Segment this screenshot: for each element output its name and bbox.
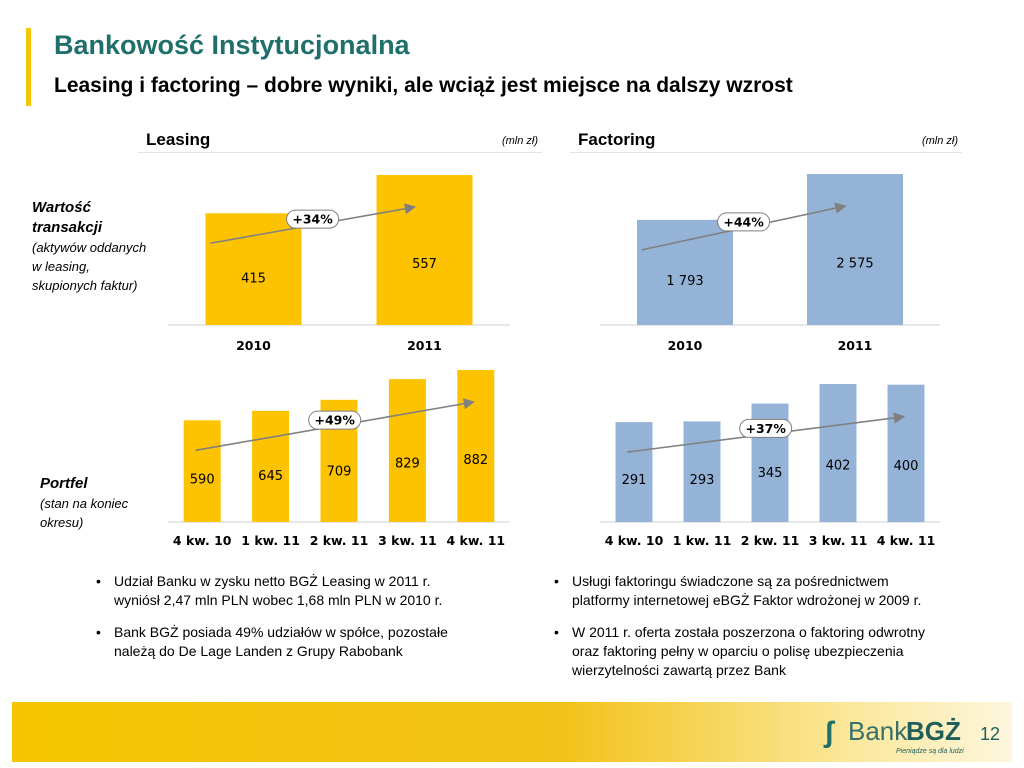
leasing-bullet-list: Udział Banku w zysku netto BGŻ Leasing w… (92, 572, 532, 674)
factoring-bullet-1: Usługi faktoringu świadczone są za pośre… (550, 572, 1020, 610)
transactions-note-line1: (aktywów oddanych (32, 240, 147, 255)
leasing-portfolio-category-label-1: 4 kw. 10 (173, 533, 232, 548)
factoring-bullet-2-line1: W 2011 r. oferta została poszerzona o fa… (572, 624, 926, 640)
leasing-bullet-1-line2: wyniósł 2,47 mln PLN wobec 1,68 mln PLN … (114, 592, 443, 608)
factoring-bullet-1-line2: platformy internetowej eBGŻ Faktor wdroż… (572, 592, 922, 608)
factoring-portfolio-category-label-3: 2 kw. 11 (741, 533, 800, 548)
page-title: Bankowość Instytucjonalna (54, 30, 410, 60)
factoring-transactions-category-label-1: 2010 (668, 338, 703, 353)
bank-bgz-logo: ʃ Bank BGŻ Pieniądze są dla ludzi (824, 714, 974, 758)
leasing-transactions-bar-1 (205, 213, 302, 325)
leasing-section-title: Leasing (146, 130, 211, 149)
factoring-bullet-2-line3: wierzytelności zawartą przez Bank (572, 662, 786, 678)
leasing-portfolio-growth-badge (308, 410, 362, 430)
leasing-transactions-bar-2 (376, 175, 473, 325)
logo-bgz-text: BGŻ (906, 716, 961, 746)
factoring-portfolio-category-label-1: 4 kw. 10 (605, 533, 664, 548)
factoring-portfolio-value-label-1: 291 (622, 473, 647, 488)
leasing-portfolio-value-label-2: 645 (258, 469, 283, 484)
transactions-label-line2: transakcji (32, 219, 103, 236)
factoring-portfolio-growth-badge (739, 418, 793, 438)
factoring-portfolio-value-label-3: 345 (758, 466, 783, 481)
leasing-transactions-growth-label: +34% (292, 212, 333, 227)
leasing-portfolio-category-label-4: 3 kw. 11 (378, 533, 437, 548)
factoring-transactions-value-label-2: 2 575 (836, 257, 873, 272)
factoring-transactions-category-label-2: 2011 (838, 338, 873, 353)
factoring-portfolio-category-label-5: 4 kw. 11 (877, 533, 936, 548)
factoring-portfolio-value-label-4: 402 (826, 459, 851, 474)
leasing-portfolio-category-label-3: 2 kw. 11 (310, 533, 369, 548)
leasing-bullet-1: Udział Banku w zysku netto BGŻ Leasing w… (92, 572, 532, 610)
portfolio-note-line2: okresu) (40, 515, 84, 530)
transactions-label-line1: Wartość (32, 199, 91, 216)
factoring-bullet-1-line1: Usługi faktoringu świadczone są za pośre… (572, 573, 889, 589)
factoring-bullet-2: W 2011 r. oferta została poszerzona o fa… (550, 623, 1020, 680)
factoring-unit-label: (mln zł) (921, 135, 958, 147)
leasing-bullet-2: Bank BGŻ posiada 49% udziałów w spółce, … (92, 623, 532, 661)
page-subtitle: Leasing i factoring – dobre wyniki, ale … (54, 74, 793, 97)
logo-tagline: Pieniądze są dla ludzi (896, 748, 964, 755)
leasing-portfolio-category-label-2: 1 kw. 11 (241, 533, 300, 548)
leasing-transactions-category-label-1: 2010 (236, 338, 271, 353)
leasing-portfolio-value-label-5: 882 (463, 453, 488, 468)
factoring-transactions-bar-1 (637, 219, 733, 325)
leasing-portfolio-category-label-5: 4 kw. 11 (446, 533, 505, 548)
leasing-section-header: Leasing (mln zł) (138, 130, 542, 153)
factoring-portfolio-value-label-5: 400 (894, 459, 919, 474)
leasing-portfolio-bar-2 (252, 410, 290, 522)
leasing-portfolio-value-label-3: 709 (327, 465, 352, 480)
factoring-transactions-growth-badge (717, 212, 771, 232)
bgz-figure-icon: ʃ (824, 716, 834, 749)
leasing-portfolio-value-label-1: 590 (190, 472, 215, 487)
leasing-portfolio-bar-1 (183, 420, 221, 522)
leasing-portfolio-growth-label: +49% (314, 413, 355, 428)
factoring-transactions-bar-2 (807, 174, 903, 325)
leasing-transactions-value-label-2: 557 (412, 257, 437, 272)
factoring-portfolio-bar-5 (887, 384, 925, 522)
portfolio-row-label: Portfel (stan na koniec okresu) (40, 474, 128, 532)
leasing-unit-label: (mln zł) (501, 135, 538, 147)
factoring-portfolio-bar-4 (819, 384, 857, 522)
title-accent-bar (26, 28, 31, 106)
factoring-section-title: Factoring (578, 130, 656, 149)
leasing-transactions-growth-badge (286, 209, 340, 229)
footer-band: ʃ Bank BGŻ Pieniądze są dla ludzi 12 (12, 702, 1012, 762)
factoring-section-header: Factoring (mln zł) (570, 130, 962, 153)
leasing-transactions-value-label-1: 415 (241, 272, 266, 287)
leasing-transactions-category-label-2: 2011 (407, 338, 442, 353)
leasing-bullet-2-line2: należą do De Lage Landen z Grupy Raboban… (114, 643, 403, 659)
portfolio-note-line1: (stan na koniec (40, 496, 129, 511)
factoring-portfolio-category-label-4: 3 kw. 11 (809, 533, 868, 548)
leasing-portfolio-value-label-4: 829 (395, 457, 420, 472)
factoring-portfolio-growth-label: +37% (745, 421, 786, 436)
logo-bank-text: Bank (848, 716, 908, 746)
factoring-portfolio-category-label-2: 1 kw. 11 (673, 533, 732, 548)
factoring-bullet-list: Usługi faktoringu świadczone są za pośre… (550, 572, 1020, 693)
transactions-row-label: Wartość transakcji (aktywów oddanych w l… (32, 198, 146, 295)
leasing-portfolio-bar-4 (388, 379, 426, 522)
leasing-bullet-1-line1: Udział Banku w zysku netto BGŻ Leasing w… (114, 573, 431, 589)
leasing-bullet-2-line1: Bank BGŻ posiada 49% udziałów w spółce, … (114, 624, 448, 640)
transactions-note-line2: w leasing, (32, 259, 90, 274)
portfolio-label-line1: Portfel (40, 475, 88, 492)
factoring-portfolio-value-label-2: 293 (690, 473, 715, 488)
leasing-portfolio-bar-5 (457, 370, 495, 522)
factoring-transactions-value-label-1: 1 793 (666, 274, 703, 289)
factoring-portfolio-bar-1 (615, 422, 653, 522)
factoring-transactions-growth-label: +44% (723, 214, 764, 229)
factoring-portfolio-bar-2 (683, 421, 721, 522)
factoring-bullet-2-line2: oraz faktoring pełny w oparciu o polisę … (572, 643, 904, 659)
charts-canvas: 415 2010 557 2011 +34% 1 793 2010 2 575 2011 +44%… (168, 174, 940, 548)
transactions-note-line3: skupionych faktur) (32, 278, 138, 293)
page-number: 12 (979, 724, 1000, 744)
